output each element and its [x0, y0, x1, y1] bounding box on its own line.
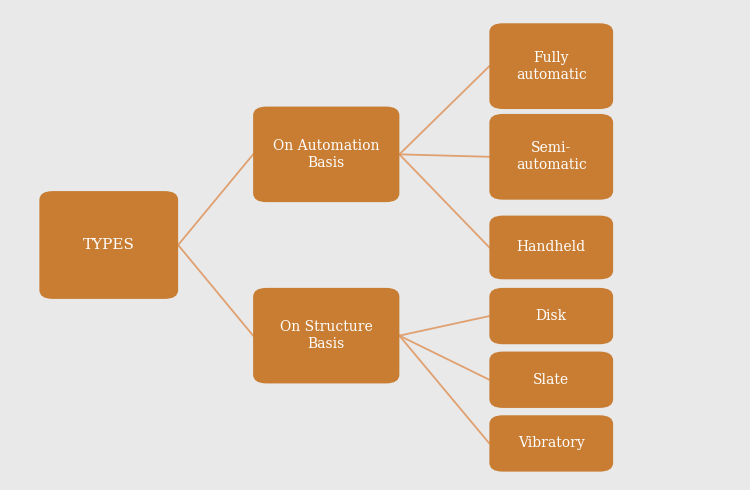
Text: Semi-
automatic: Semi- automatic — [516, 141, 586, 172]
Text: On Automation
Basis: On Automation Basis — [273, 139, 380, 170]
FancyBboxPatch shape — [489, 352, 614, 408]
FancyBboxPatch shape — [39, 191, 178, 299]
Text: Disk: Disk — [536, 309, 567, 323]
FancyBboxPatch shape — [489, 216, 614, 279]
Text: TYPES: TYPES — [82, 238, 135, 252]
FancyBboxPatch shape — [489, 288, 614, 344]
Text: Vibratory: Vibratory — [518, 437, 585, 450]
Text: On Structure
Basis: On Structure Basis — [280, 320, 373, 351]
Text: Fully
automatic: Fully automatic — [516, 50, 586, 82]
FancyBboxPatch shape — [254, 288, 399, 383]
FancyBboxPatch shape — [489, 114, 614, 200]
FancyBboxPatch shape — [489, 416, 614, 471]
FancyBboxPatch shape — [254, 107, 399, 202]
Text: Slate: Slate — [533, 373, 569, 387]
FancyBboxPatch shape — [489, 24, 614, 109]
Text: Handheld: Handheld — [517, 241, 586, 254]
